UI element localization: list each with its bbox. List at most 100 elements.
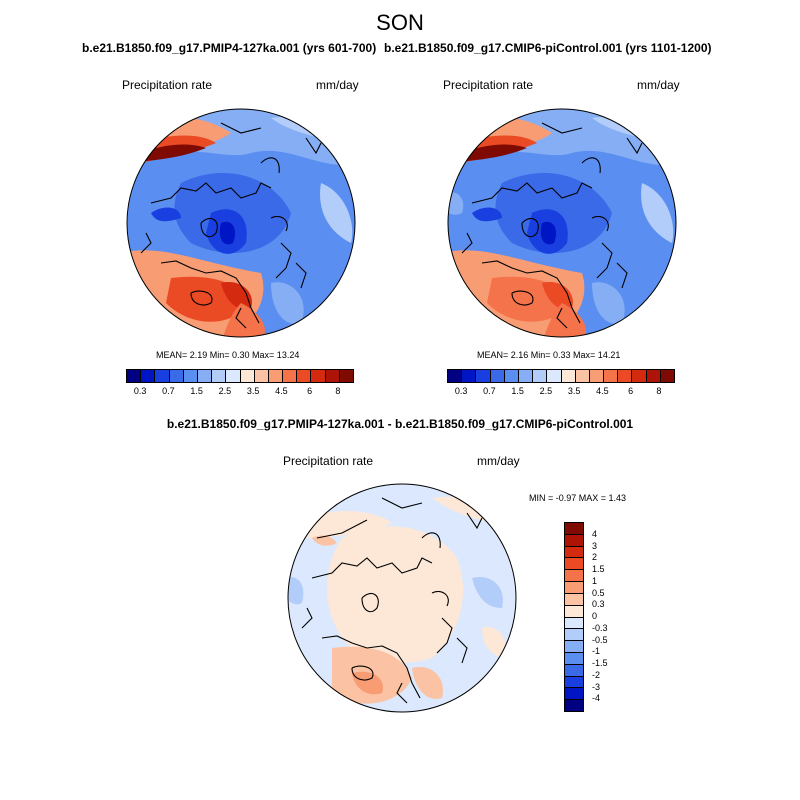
- diff-colorbar-swatch: [565, 676, 583, 689]
- left-colorbar-swatch: [226, 370, 241, 382]
- diff-colorbar-swatch: [565, 664, 583, 677]
- right-colorbar-tick-label: 6: [628, 386, 634, 396]
- diff-colorbar-swatch: [565, 546, 583, 559]
- right-stats: MEAN= 2.16 Min= 0.33 Max= 14.21: [477, 350, 621, 360]
- right-variable-label: Precipitation rate: [443, 78, 534, 92]
- right-colorbar-swatch: [448, 370, 463, 382]
- right-colorbar-swatch: [618, 370, 633, 382]
- right-colorbar-swatch: [504, 370, 519, 382]
- diff-colorbar-swatch: [565, 582, 583, 594]
- diff-colorbar-swatch: [565, 617, 583, 630]
- left-colorbar-swatch: [297, 370, 312, 382]
- diff-colorbar-tick-label: -1: [592, 646, 601, 657]
- right-colorbar-labels: 0.3 0.7 1.5 2.5 3.5 4.5 6 8: [447, 386, 673, 398]
- left-colorbar-tick-label: 6: [307, 386, 313, 396]
- left-variable-label: Precipitation rate: [122, 78, 213, 92]
- right-colorbar-swatch: [476, 370, 491, 382]
- diff-colorbar-swatch: [565, 605, 583, 618]
- right-colorbar-swatch: [462, 370, 477, 382]
- left-stats: MEAN= 2.19 Min= 0.30 Max= 13.24: [156, 350, 300, 360]
- right-colorbar-swatch: [561, 370, 576, 382]
- right-colorbar-tick-label: 0.3: [454, 386, 468, 396]
- left-colorbar-swatch: [141, 370, 156, 382]
- left-colorbar-swatch: [127, 370, 142, 382]
- right-colorbar-tick-label: 8: [656, 386, 662, 396]
- right-colorbar-swatch: [632, 370, 647, 382]
- diff-colorbar-swatch: [565, 652, 583, 665]
- diff-colorbar: [564, 522, 584, 712]
- diff-colorbar-tick-label: 1.5: [592, 564, 605, 574]
- left-colorbar-swatch: [183, 370, 198, 382]
- diff-polar-map: [287, 483, 517, 713]
- left-colorbar-swatch: [325, 370, 340, 382]
- right-polar-map: [447, 108, 677, 338]
- right-colorbar-swatch: [575, 370, 590, 382]
- right-colorbar-swatch: [589, 370, 605, 382]
- left-colorbar-swatch: [339, 370, 353, 382]
- left-colorbar-swatch: [212, 370, 227, 382]
- right-colorbar-swatch: [490, 370, 505, 382]
- right-colorbar-tick-label: 3.5: [567, 386, 581, 396]
- diff-colorbar-tick-label: -0.3: [592, 622, 608, 633]
- diff-colorbar-tick-label: -1.5: [592, 658, 608, 668]
- figure-title: SON: [376, 10, 424, 35]
- diff-colorbar-tick-label: -2: [592, 669, 601, 680]
- right-colorbar-tick-label: 4.5: [596, 386, 609, 396]
- left-colorbar-swatch: [254, 370, 269, 382]
- right-colorbar-swatch: [660, 370, 674, 382]
- right-units-label: mm/day: [637, 78, 680, 92]
- diff-colorbar-tick-label: 1: [592, 575, 598, 586]
- right-colorbar: [447, 369, 675, 383]
- left-colorbar-swatch: [268, 370, 284, 382]
- diff-colorbar-swatch: [565, 641, 583, 653]
- right-colorbar-tick-label: 0.7: [483, 386, 496, 396]
- left-colorbar-swatch: [240, 370, 255, 382]
- right-colorbar-swatch: [518, 370, 534, 382]
- left-colorbar-swatch: [197, 370, 213, 382]
- diff-run-title: b.e21.B1850.f09_g17.PMIP4-127ka.001 - b.…: [166, 417, 634, 431]
- left-colorbar-tick-label: 1.5: [190, 386, 203, 396]
- diff-variable-label: Precipitation rate: [283, 454, 374, 468]
- diff-colorbar-tick-label: 0.5: [592, 587, 605, 598]
- diff-colorbar-tick-label: -4: [592, 693, 601, 704]
- left-colorbar-tick-label: 8: [335, 386, 341, 396]
- diff-colorbar-swatch: [565, 593, 583, 606]
- diff-colorbar-tick-label: 2: [592, 552, 598, 563]
- diff-colorbar-swatch: [565, 700, 583, 711]
- left-colorbar-tick-label: 0.7: [162, 386, 175, 396]
- left-colorbar-swatch: [155, 370, 170, 382]
- right-colorbar-swatch: [547, 370, 562, 382]
- left-colorbar-tick-label: 0.3: [133, 386, 147, 396]
- left-colorbar-tick-label: 3.5: [246, 386, 260, 396]
- diff-colorbar-tick-label: 0: [592, 611, 598, 621]
- diff-colorbar-swatch: [565, 629, 583, 642]
- left-colorbar-swatch: [283, 370, 298, 382]
- diff-colorbar-tick-label: -0.5: [592, 634, 608, 645]
- left-units-label: mm/day: [316, 78, 359, 92]
- left-colorbar: [126, 369, 354, 383]
- left-colorbar-swatch: [169, 370, 184, 382]
- diff-units-label: mm/day: [477, 454, 520, 468]
- left-colorbar-labels: 0.3 0.7 1.5 2.5 3.5 4.5 6 8: [126, 386, 352, 398]
- diff-colorbar-swatch: [565, 523, 583, 535]
- left-colorbar-swatch: [311, 370, 326, 382]
- right-colorbar-swatch: [646, 370, 661, 382]
- left-polar-map: [126, 108, 356, 338]
- diff-colorbar-tick-label: 3: [592, 540, 598, 551]
- right-run-title: b.e21.B1850.f09_g17.CMIP6-piControl.001 …: [384, 41, 712, 55]
- diff-colorbar-labels: 4 3 2 1.5 1 0.5 0.3 0 -0.3 -0.5 -1 -1.5 -2 -3 -4: [592, 522, 622, 710]
- diff-colorbar-tick-label: 0.3: [592, 599, 605, 610]
- diff-minmax: MIN = -0.97 MAX = 1.43: [529, 493, 627, 503]
- right-colorbar-tick-label: 1.5: [511, 386, 524, 396]
- right-colorbar-swatch: [604, 370, 619, 382]
- left-colorbar-tick-label: 2.5: [218, 386, 232, 396]
- diff-colorbar-swatch: [565, 558, 583, 571]
- diff-colorbar-tick-label: -3: [592, 681, 601, 692]
- right-colorbar-swatch: [533, 370, 548, 382]
- diff-colorbar-swatch: [565, 570, 583, 583]
- left-run-title: b.e21.B1850.f09_g17.PMIP4-127ka.001 (yrs…: [82, 41, 377, 55]
- diff-colorbar-swatch: [565, 534, 583, 547]
- left-colorbar-tick-label: 4.5: [275, 386, 288, 396]
- right-colorbar-tick-label: 2.5: [539, 386, 553, 396]
- diff-colorbar-swatch: [565, 688, 583, 701]
